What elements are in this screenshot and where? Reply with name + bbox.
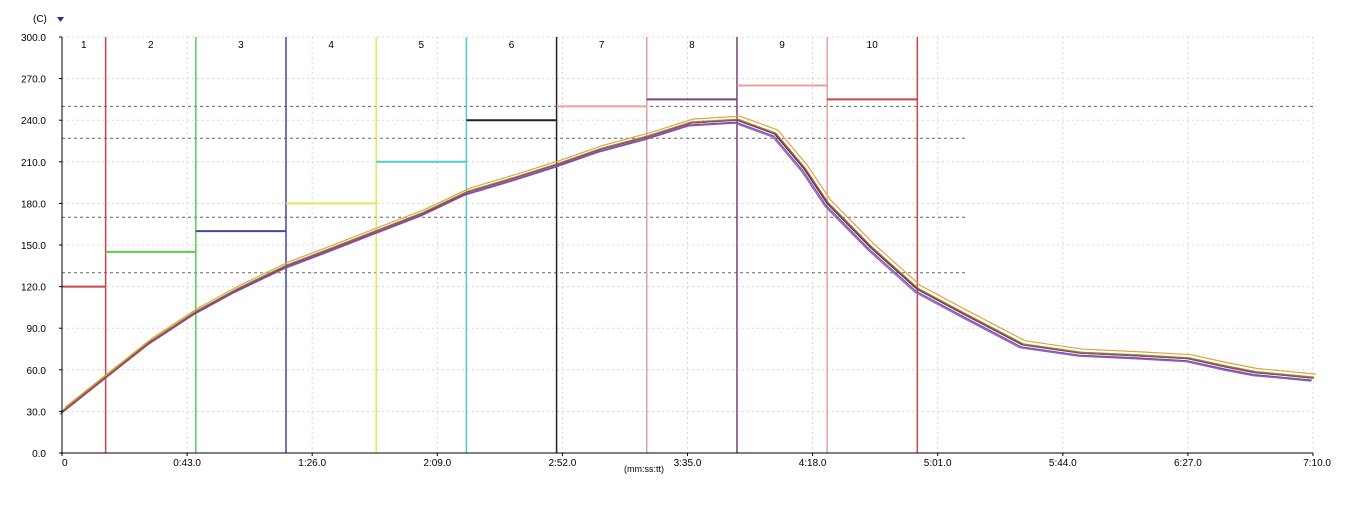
y-tick-label: 0.0 — [32, 449, 46, 460]
y-unit-label: (C) — [33, 14, 47, 25]
x-tick-label: 2:52.0 — [548, 458, 576, 469]
temperature-curve — [62, 119, 1315, 412]
grid-layer — [61, 36, 1314, 454]
zone-layer: 1 2 3 4 5 6 7 8 9 10 — [62, 37, 919, 453]
zone-label: 9 — [779, 40, 785, 51]
series-layer — [59, 115, 1317, 415]
x-tick-label: 0 — [62, 458, 68, 469]
zone-label: 8 — [689, 40, 695, 51]
y-tick-label: 210.0 — [21, 158, 46, 169]
zone-label: 6 — [509, 40, 515, 51]
x-tick-label: 5:44.0 — [1049, 458, 1077, 469]
axis-layer: 0.0 30.0 60.0 90.0 120.0 150.0 180.0 210.0 240.0… — [21, 33, 1331, 469]
x-tick-label: 5:01.0 — [924, 458, 952, 469]
x-tick-label: 1:26.0 — [298, 458, 326, 469]
zone-label: 1 — [81, 40, 87, 51]
y-tick-label: 240.0 — [21, 116, 46, 127]
y-tick-label: 120.0 — [21, 283, 46, 294]
temperature-curve — [60, 121, 1313, 414]
x-tick-label: 2:09.0 — [423, 458, 451, 469]
temperature-curve — [62, 118, 1315, 411]
x-tick-label: 6:27.0 — [1174, 458, 1202, 469]
x-tick-label: 4:18.0 — [799, 458, 827, 469]
zone-label: 3 — [238, 40, 244, 51]
x-axis-label: (mm:ss:tt) — [624, 464, 664, 474]
y-tick-label: 90.0 — [27, 324, 47, 335]
zone-label: 5 — [419, 40, 425, 51]
x-tick-label: 0:43.0 — [173, 458, 201, 469]
x-tick-label: 3:35.0 — [674, 458, 702, 469]
y-tick-label: 60.0 — [27, 366, 47, 377]
zone-label: 4 — [328, 40, 334, 51]
y-tick-label: 150.0 — [21, 241, 46, 252]
zone-label: 7 — [599, 40, 605, 51]
temperature-curve — [59, 122, 1312, 415]
limit-lines — [62, 105, 1313, 274]
zone-label: 2 — [148, 40, 154, 51]
temperature-curve — [64, 115, 1317, 408]
x-tick-label: 7:10.0 — [1303, 458, 1331, 469]
zone-label: 10 — [867, 40, 879, 51]
y-tick-label: 180.0 — [21, 199, 46, 210]
marker-down-icon[interactable] — [57, 17, 64, 22]
y-tick-label: 30.0 — [27, 407, 47, 418]
y-tick-label: 300.0 — [21, 33, 46, 44]
y-tick-label: 270.0 — [21, 75, 46, 86]
